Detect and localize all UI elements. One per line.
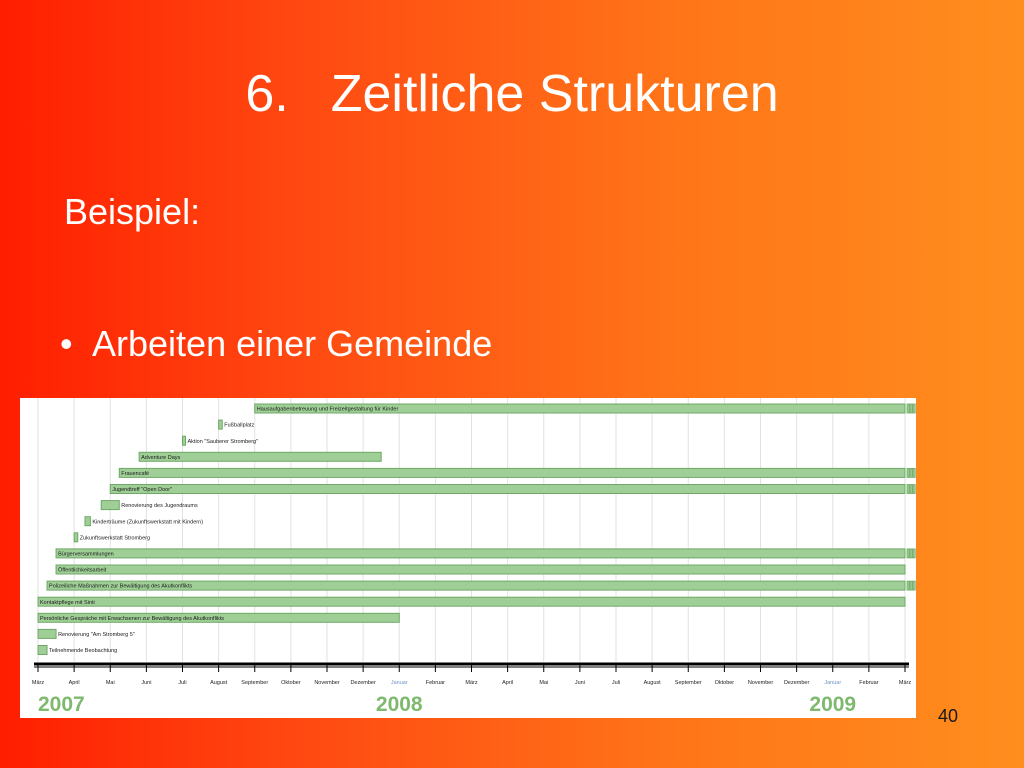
task-bar [118, 467, 906, 478]
ongoing-marker [906, 580, 910, 591]
task-bar [254, 403, 906, 414]
month-label: Dezember [350, 680, 376, 686]
task-label: Kinderträume (Zukunftswerkstatt mit Kind… [92, 519, 203, 525]
axis-layer: März April Mai Juni Juli August September Oktob… [32, 662, 911, 716]
month-label: August [644, 680, 662, 686]
task-bar [84, 516, 91, 527]
task-label: Hausaufgabenbetreuung und Freizeitgestal… [257, 407, 399, 413]
task-label: Teilnehmende Beobachtung [49, 648, 117, 654]
bullet-item: • Arbeiten einer Gemeinde [60, 320, 492, 368]
task-label: Adventure Days [141, 455, 180, 461]
month-label: August [210, 680, 228, 686]
ongoing-marker [912, 484, 916, 494]
slide-title: 6. Zeitliche Strukturen [0, 62, 1024, 126]
grid-layer [37, 398, 906, 662]
month-label: Oktober [715, 680, 735, 686]
year-label: 2007 [38, 693, 85, 716]
ongoing-marker [906, 468, 910, 478]
ongoing-marker [912, 468, 916, 478]
bar-layer: Hausaufgabenbetreuung und Freizeitgestal… [37, 403, 916, 655]
task-bar [138, 451, 382, 462]
ongoing-marker [912, 548, 916, 559]
month-label: Oktober [281, 680, 301, 686]
ongoing-marker [909, 484, 913, 494]
month-label: Juni [141, 680, 151, 686]
task-bar [46, 580, 906, 591]
task-label: Öffentlichkeitsarbeit [58, 567, 107, 574]
task-bar [100, 500, 120, 511]
task-bar [37, 645, 48, 655]
month-label: November [748, 680, 774, 686]
month-label: Juli [178, 680, 186, 686]
ongoing-marker [912, 403, 916, 414]
month-label: Februar [426, 680, 445, 686]
task-label: Frauencafé [121, 471, 149, 477]
gantt-chart: Hausaufgabenbetreuung und Freizeitgestal… [20, 398, 916, 718]
task-label: Kontaktpflege mit Sinti [40, 600, 95, 606]
month-label: April [502, 680, 513, 686]
task-label: Aktion "Sauberer Stromberg" [188, 439, 259, 445]
task-bar [37, 628, 57, 639]
month-label: Juli [612, 680, 620, 686]
task-bar [182, 435, 186, 446]
task-label: Renovierung "Am Stromberg 5" [58, 632, 135, 638]
task-label: Renovierung des Jugendraums [121, 503, 198, 509]
month-label: März [899, 680, 911, 686]
page-number: 40 [938, 706, 959, 726]
ongoing-marker [909, 548, 913, 559]
month-label: Februar [859, 680, 878, 686]
task-label: Polizeiliche Maßnahmen zur Bewältigung d… [49, 584, 192, 590]
task-bar [37, 612, 400, 623]
ongoing-marker [912, 580, 916, 591]
bullet-text: Arbeiten einer Gemeinde [92, 323, 493, 364]
task-bar [37, 596, 906, 607]
bullet-marker: • [60, 323, 73, 364]
month-label: September [241, 680, 268, 686]
month-label: Januar [824, 680, 841, 686]
ongoing-marker [906, 548, 910, 559]
task-bar [55, 548, 906, 559]
month-label: März [32, 680, 44, 686]
month-label: Januar [391, 680, 408, 686]
task-label: Zukunftswerkstatt Stromberg [80, 535, 150, 541]
gantt-svg: Hausaufgabenbetreuung und Freizeitgestal… [32, 398, 916, 716]
task-bar [55, 564, 906, 575]
task-label: Jugendtreff "Open Door" [112, 487, 172, 493]
task-label: Bürgerversammlungen [58, 552, 114, 558]
month-label: April [69, 680, 80, 686]
task-label: Persönliche Gespräche mit Erwachsenen zu… [40, 616, 224, 622]
month-label: Mai [539, 680, 548, 686]
year-label: 2008 [376, 693, 423, 716]
ongoing-marker [906, 403, 910, 414]
task-label: Fußballplatz [224, 423, 254, 429]
month-label: September [675, 680, 702, 686]
month-label: Juni [575, 680, 585, 686]
task-bar [73, 532, 79, 543]
month-label: November [314, 680, 340, 686]
ongoing-marker [909, 403, 913, 414]
month-label: Dezember [784, 680, 810, 686]
month-label: Mai [106, 680, 115, 686]
task-bar [109, 484, 906, 494]
title-number: 6. [245, 65, 289, 123]
task-bar [218, 419, 223, 430]
title-text: Zeitliche Strukturen [330, 65, 779, 123]
ongoing-marker [906, 484, 910, 494]
ongoing-marker [909, 580, 913, 591]
ongoing-marker [909, 468, 913, 478]
month-label: März [465, 680, 477, 686]
slide-subtitle: Beispiel: [64, 191, 201, 232]
year-label: 2009 [809, 693, 856, 716]
